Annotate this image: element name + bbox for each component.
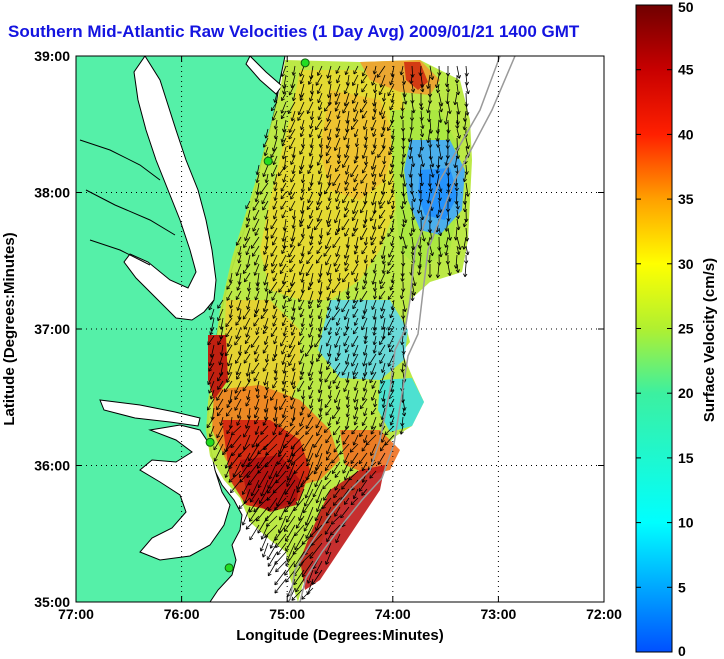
y-tick-label: 36:00 (34, 458, 70, 474)
colorbar-tick-label: 45 (678, 62, 694, 78)
y-axis-label: Latitude (Degrees:Minutes) (1, 232, 18, 425)
albemarle-sound (99, 399, 201, 427)
colorbar-tick-label: 50 (678, 0, 694, 15)
y-tick-label: 35:00 (34, 594, 70, 610)
y-tick-label: 39:00 (34, 48, 70, 64)
colorbar-tick-label: 20 (678, 385, 694, 401)
bay-tributary-north (79, 139, 176, 266)
y-tick-label: 37:00 (34, 321, 70, 337)
colorbar-tick-label: 10 (678, 515, 694, 531)
x-tick-label: 72:00 (586, 606, 622, 622)
colorbar (635, 4, 673, 653)
y-axis-ticks: 35:00 36:00 37:00 38:00 39:00 (34, 48, 604, 610)
colorbar-tick-label: 0 (678, 643, 686, 659)
colorbar-tick-label: 30 (678, 256, 694, 272)
colorbar-ticks: 0 5 10 15 20 25 30 35 40 45 50 (636, 0, 694, 659)
chesapeake-bay (123, 56, 217, 321)
radar-station-marker (224, 563, 234, 573)
radar-station-marker (263, 156, 273, 166)
y-tick-label: 38:00 (34, 185, 70, 201)
x-tick-label: 73:00 (480, 606, 516, 622)
x-axis-ticks: 77:00 76:00 75:00 74:00 73:00 72:00 (58, 56, 622, 622)
map-grid (76, 56, 604, 602)
colorbar-tick-label: 25 (678, 321, 694, 337)
x-tick-label: 75:00 (269, 606, 305, 622)
x-axis-label: Longitude (Degrees:Minutes) (236, 627, 444, 644)
radar-stations (205, 58, 310, 573)
colorbar-label: Surface Velocity (cm/s) (701, 258, 718, 422)
x-tick-label: 77:00 (58, 606, 94, 622)
x-tick-label: 74:00 (375, 606, 411, 622)
map-title: Southern Mid-Atlantic Raw Velocities (1 … (8, 22, 580, 41)
delaware-bay (245, 56, 283, 95)
x-tick-label: 76:00 (164, 606, 200, 622)
colorbar-tick-label: 15 (678, 450, 694, 466)
colorbar-tick-label: 40 (678, 126, 694, 142)
colorbar-tick-label: 35 (678, 191, 694, 207)
bathymetry-contours (289, 56, 516, 602)
radar-station-marker (205, 437, 215, 447)
colorbar-tick-label: 5 (678, 579, 686, 595)
radar-station-marker (300, 58, 310, 68)
